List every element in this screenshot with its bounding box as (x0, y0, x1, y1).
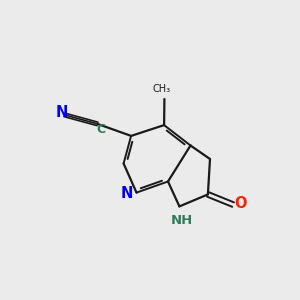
Text: N: N (121, 186, 133, 201)
Text: C: C (97, 123, 106, 136)
Text: O: O (234, 196, 247, 211)
Text: N: N (55, 105, 68, 120)
Text: CH₃: CH₃ (153, 84, 171, 94)
Text: NH: NH (171, 214, 193, 227)
